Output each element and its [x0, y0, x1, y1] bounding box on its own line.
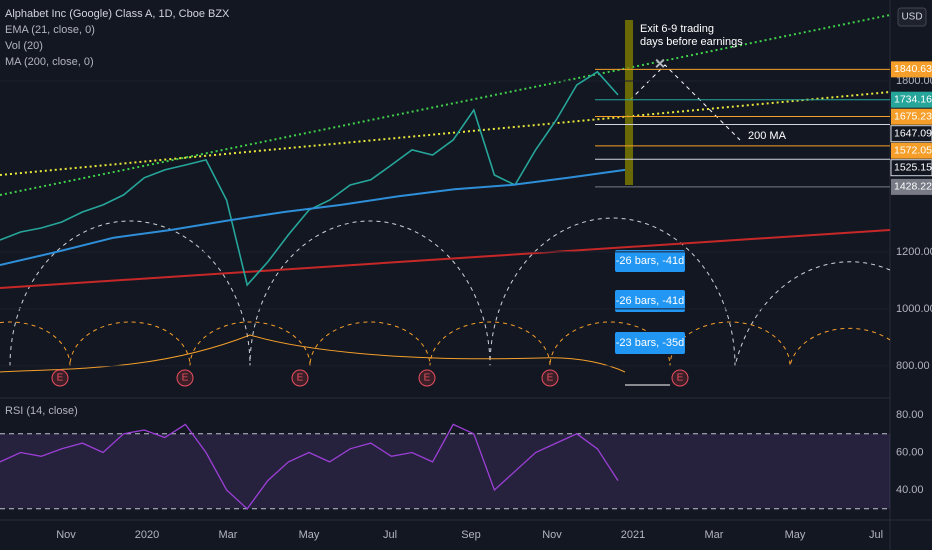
price-label-box — [890, 159, 932, 177]
price-label: 1428.22 — [894, 181, 932, 193]
price-label: 1734.16 — [894, 93, 932, 105]
earnings-marker — [541, 369, 559, 387]
chart-title: Alphabet Inc (Google) Class A, 1D, Cboe … — [5, 8, 230, 20]
time-label: Sep — [461, 529, 481, 541]
earnings-marker — [418, 369, 436, 387]
price-label: 1675.23 — [894, 110, 932, 122]
time-label: Nov — [56, 529, 76, 541]
earnings-marker — [291, 369, 309, 387]
earnings-marker — [176, 369, 194, 387]
bar-box — [615, 290, 685, 312]
rsi-tick-label: 80.00 — [896, 409, 924, 421]
volume-ma — [0, 334, 626, 373]
red-line — [0, 229, 891, 289]
earnings-marker — [671, 369, 689, 387]
bar-count: -23 bars, -35d — [616, 337, 684, 349]
cycle-arcs — [9, 217, 891, 367]
earnings-label: E — [677, 373, 684, 384]
bar-count: -26 bars, -41d — [616, 255, 684, 267]
price-tick-label: 1800.00 — [896, 75, 932, 87]
price-tick-label: 800.00 — [896, 360, 930, 372]
price-label: 1572.05 — [894, 144, 932, 156]
bar-box — [615, 250, 685, 272]
upper-trendline — [0, 14, 891, 196]
time-label: Jul — [383, 529, 397, 541]
earnings-label: E — [424, 373, 431, 384]
bar-boxes: -26 bars, -41d -26 bars, -41d -23 bars, … — [615, 250, 685, 354]
time-label: Jul — [869, 529, 883, 541]
earnings-marker — [51, 369, 69, 387]
time-label: 2020 — [135, 529, 159, 541]
earnings-label: E — [57, 373, 64, 384]
currency-button[interactable] — [897, 7, 927, 27]
price-label-box — [891, 91, 932, 108]
indicator-legend: EMA (21, close, 0) — [5, 24, 95, 36]
price-label-box — [891, 61, 932, 78]
price-label-box — [890, 125, 932, 143]
ma-note: 200 MA — [748, 130, 787, 142]
price-tick-label: 1200.00 — [896, 246, 932, 258]
currency[interactable]: USD — [901, 12, 922, 23]
time-label: Mar — [219, 529, 238, 541]
projection-arrow — [629, 64, 741, 141]
rsi-tick-label: 40.00 — [896, 484, 924, 496]
rsi-tick-label: 60.00 — [896, 446, 924, 458]
decor — [0, 14, 891, 386]
price-tick-label: 1000.00 — [896, 303, 932, 315]
indicator-legend: MA (200, close, 0) — [5, 56, 94, 68]
target-marker: ✕ — [654, 56, 666, 72]
rsi-title: RSI (14, close) — [5, 405, 78, 417]
earnings-label: E — [547, 373, 554, 384]
ma-line — [0, 168, 626, 266]
indicator-legend: Vol (20) — [5, 40, 43, 52]
time-label: May — [299, 529, 320, 541]
rsi-line — [0, 423, 619, 510]
time-label: Nov — [542, 529, 562, 541]
price-label: 1840.63 — [894, 63, 932, 75]
price-label: 1647.09 — [894, 127, 932, 139]
exit-note: days before earnings — [640, 36, 743, 48]
price-label-box — [891, 108, 932, 125]
exit-note: Exit 6-9 trading — [640, 23, 714, 35]
rsi-band — [0, 433, 890, 509]
time-label: 2021 — [621, 529, 645, 541]
mid-trendline — [0, 91, 891, 176]
time-label: Mar — [705, 529, 724, 541]
bar-count: -26 bars, -41d — [616, 295, 684, 307]
earnings-label: E — [297, 373, 304, 384]
exit-zone — [625, 20, 633, 185]
price-label: 1525.15 — [894, 161, 932, 173]
bar-box — [615, 332, 685, 354]
time-label: May — [785, 529, 806, 541]
earnings-label: E — [182, 373, 189, 384]
price-label-box — [891, 142, 932, 159]
price-label-box — [891, 178, 932, 195]
